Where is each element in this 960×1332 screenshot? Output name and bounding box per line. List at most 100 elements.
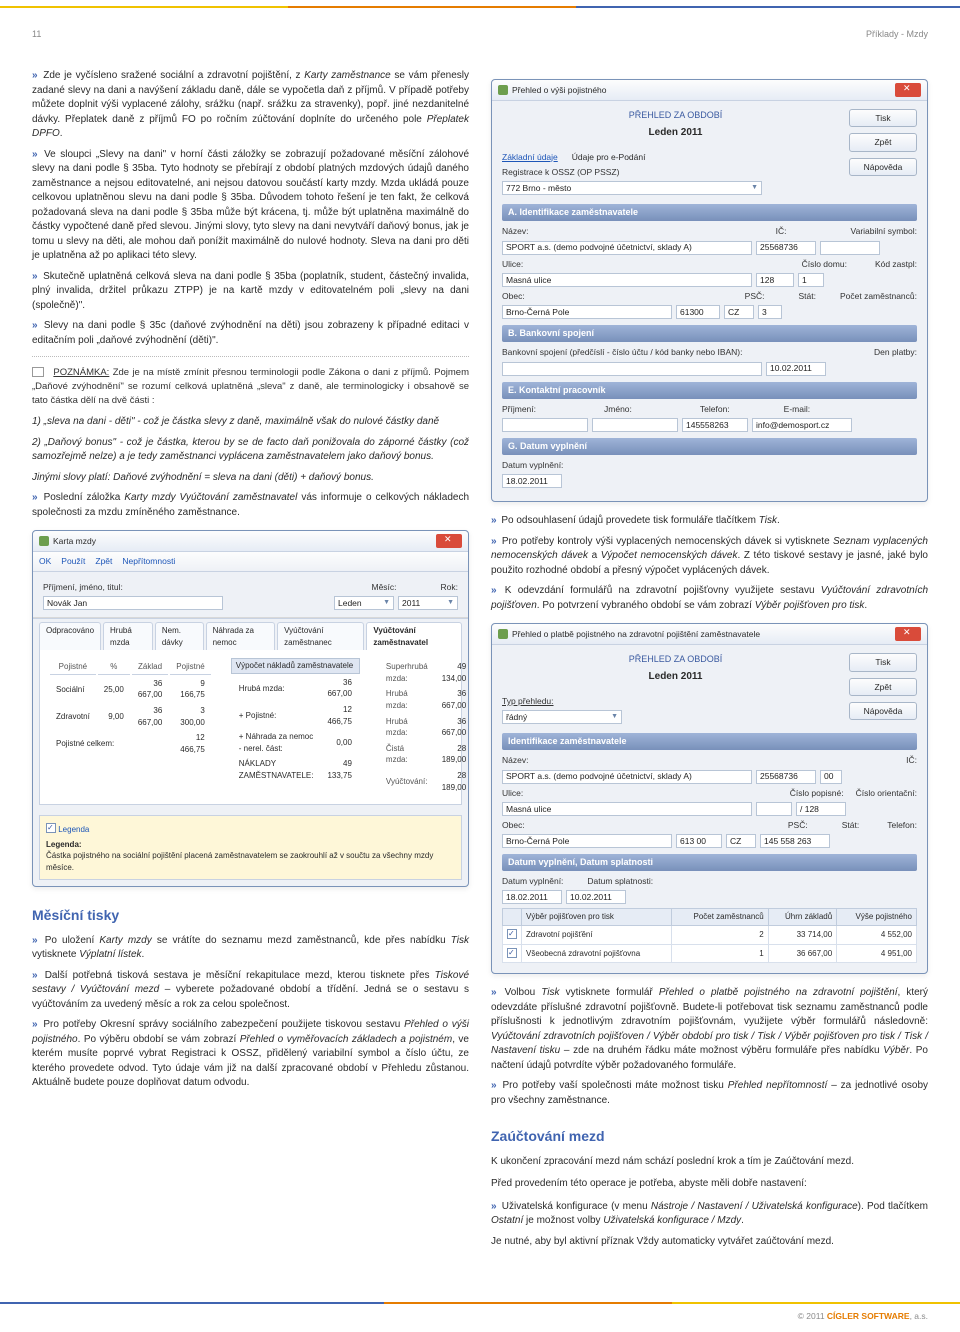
fld-ic[interactable]: 25568736 — [756, 770, 816, 784]
z-p2: Před provedením této operace je potřeba,… — [491, 1177, 928, 1192]
band-a: A. Identifikace zaměstnavatele — [502, 204, 917, 221]
win-title: Karta mzdy — [53, 535, 96, 547]
dotted-sep — [32, 356, 469, 357]
fld-ic2[interactable]: 00 — [820, 770, 842, 784]
p-2: » Ve sloupci „Slevy na dani" v horní čás… — [32, 148, 469, 264]
km-left-block: Pojistné%ZákladPojistné Sociální25,0036 … — [48, 658, 213, 796]
zpet-button[interactable]: Zpět — [849, 133, 917, 151]
tisk-button[interactable]: Tisk — [849, 109, 917, 127]
mid-title: Výpočet nákladů zaměstnavatele — [231, 658, 360, 674]
napoveda-button[interactable]: Nápověda — [849, 158, 917, 176]
table-row: Čistá mzda:28 189,00 — [380, 742, 472, 767]
napoveda-button[interactable]: Nápověda — [849, 702, 917, 720]
fld-kpp[interactable] — [502, 418, 588, 432]
p-1: » Zde je vyčísleno sražené sociální a zd… — [32, 69, 469, 142]
nepritomnosti-button[interactable]: Nepřítomnosti — [122, 555, 175, 567]
footer-stripe — [0, 1302, 960, 1304]
m-p1: » Po uložení Karty mzdy se vrátíte do se… — [32, 934, 469, 963]
fld-reg[interactable]: 772 Brno - město▼ — [502, 181, 762, 195]
fld-dv[interactable]: 18.02.2011 — [502, 890, 562, 904]
lbl-prijmeni: Příjmení, jméno, titul: — [43, 581, 123, 593]
fld-kpj[interactable] — [592, 418, 678, 432]
fld-co[interactable]: / 128 — [796, 802, 846, 816]
fld-kpe[interactable]: info@demosport.cz — [752, 418, 852, 432]
checkbox[interactable] — [46, 823, 56, 833]
tab-3[interactable]: Náhrada za nemoc — [206, 622, 276, 650]
km-right-table: Superhrubá mzda:49 134,00 Hrubá mzda:36 … — [378, 658, 474, 796]
titlebar: Přehled o platbě pojistného na zdravotní… — [492, 624, 927, 645]
tab-5[interactable]: Vyúčtování zaměstnavatel — [366, 622, 462, 650]
fld-rok[interactable]: 2011▼ — [398, 596, 458, 610]
lbl-kpt: Telefon: — [700, 403, 730, 415]
close-icon[interactable] — [436, 534, 462, 548]
window-prehled-pojistneho: Přehled o výši pojistného Tisk Zpět Nápo… — [491, 79, 928, 502]
lbl-ds: Datum splatnosti: — [587, 875, 653, 887]
ok-button[interactable]: OK — [39, 555, 51, 567]
fld-bs[interactable] — [502, 362, 762, 376]
fld-nazev[interactable]: SPORT a.s. (demo podvojné účetnictví, sk… — [502, 241, 752, 255]
fld-tel[interactable]: 145 558 263 — [760, 834, 830, 848]
pouzit-button[interactable]: Použít — [61, 555, 85, 567]
tab-zakladni[interactable]: Základní údaje — [502, 151, 558, 163]
tab-0[interactable]: Odpracováno — [39, 622, 101, 650]
fld-dp[interactable]: 10.02.2011 — [766, 362, 826, 376]
checkbox[interactable] — [507, 948, 517, 958]
fld-vs[interactable] — [820, 241, 880, 255]
chev-icon: » — [32, 970, 38, 981]
fld-kpt[interactable]: 145558263 — [682, 418, 748, 432]
tab-2[interactable]: Nem. dávky — [155, 622, 204, 650]
fld-mesic[interactable]: Leden▼ — [334, 596, 394, 610]
fld-stat[interactable]: CZ — [724, 305, 754, 319]
p-3: » Skutečně uplatněná celková sleva na da… — [32, 270, 469, 314]
table-row[interactable]: Zdravotní pojišťění 2 33 714,00 4 552,00 — [503, 926, 917, 945]
close-icon[interactable] — [895, 627, 921, 641]
chev-icon: » — [32, 149, 38, 160]
top-stripe — [0, 6, 960, 8]
fld-ks[interactable]: 1 — [798, 273, 824, 287]
tab-1[interactable]: Hrubá mzda — [103, 622, 153, 650]
table-row: Zdravotní9,0036 667,003 300,00 — [50, 704, 211, 729]
fld-obec[interactable]: Brno-Černá Pole — [502, 305, 672, 319]
lbl-nazev: Název: — [502, 225, 528, 237]
fld-ulice[interactable]: Masná ulice — [502, 802, 752, 816]
tab-epodani[interactable]: Údaje pro e-Podání — [572, 151, 646, 163]
fld-dv[interactable]: 18.02.2011 — [502, 474, 562, 488]
fld-stat[interactable]: CZ — [726, 834, 756, 848]
lbl-ulice: Ulice: — [502, 787, 523, 799]
tab-4[interactable]: Vyúčtování zaměstnanec — [277, 622, 364, 650]
close-icon[interactable] — [895, 83, 921, 97]
fld-psc[interactable]: 61300 — [676, 305, 720, 319]
z-p1: K ukončení zpracování mezd nám schází po… — [491, 1155, 928, 1170]
page-header: 11 Příklady - Mzdy — [32, 28, 928, 41]
km-mid-block: Výpočet nákladů zaměstnavatele Hrubá mzd… — [231, 658, 360, 796]
fld-cp[interactable] — [756, 802, 792, 816]
lbl-bs: Bankovní spojení (předčíslí - číslo účtu… — [502, 346, 742, 358]
table-row: Vyúčtování:28 189,00 — [380, 769, 472, 794]
fld-ic[interactable]: 25568736 — [756, 241, 816, 255]
table-row: NÁKLADY ZAMĚSTNAVATELE:49 133,75 — [233, 757, 358, 782]
fld-cd[interactable]: 128 — [756, 273, 794, 287]
table-row: Hrubá mzda:36 667,00 — [380, 687, 472, 712]
zpet-button[interactable]: Zpět — [849, 678, 917, 696]
band-e: E. Kontaktní pracovník — [502, 382, 917, 399]
km-right-block: Superhrubá mzda:49 134,00 Hrubá mzda:36 … — [378, 658, 474, 796]
right-column: Přehled o výši pojistného Tisk Zpět Nápo… — [491, 69, 928, 1257]
km-pojistne-table: Pojistné%ZákladPojistné Sociální25,0036 … — [48, 658, 213, 758]
fld-obec[interactable]: Brno-Černá Pole — [502, 834, 672, 848]
lbl-co: Číslo orientační: — [856, 787, 917, 799]
table-row[interactable]: Všeobecná zdravotní pojišťovna 1 36 667,… — [503, 944, 917, 963]
fld-typ[interactable]: řádný▼ — [502, 710, 622, 724]
fld-ulice[interactable]: Masná ulice — [502, 273, 752, 287]
fld-pz[interactable]: 3 — [758, 305, 782, 319]
zpet-button[interactable]: Zpět — [95, 555, 112, 567]
m-p3: » Pro potřeby Okresní správy sociálního … — [32, 1018, 469, 1091]
fld-ds[interactable]: 10.02.2011 — [566, 890, 626, 904]
fld-nazev[interactable]: SPORT a.s. (demo podvojné účetnictví, sk… — [502, 770, 752, 784]
chev-icon: » — [491, 1080, 497, 1091]
lbl-dv: Datum vyplnění: — [502, 459, 563, 471]
p-5: » Poslední záložka Karty mzdy Vyúčtování… — [32, 491, 469, 520]
checkbox[interactable] — [507, 929, 517, 939]
tisk-button[interactable]: Tisk — [849, 653, 917, 671]
fld-psc[interactable]: 613 00 — [676, 834, 722, 848]
chev-icon: » — [32, 492, 38, 503]
